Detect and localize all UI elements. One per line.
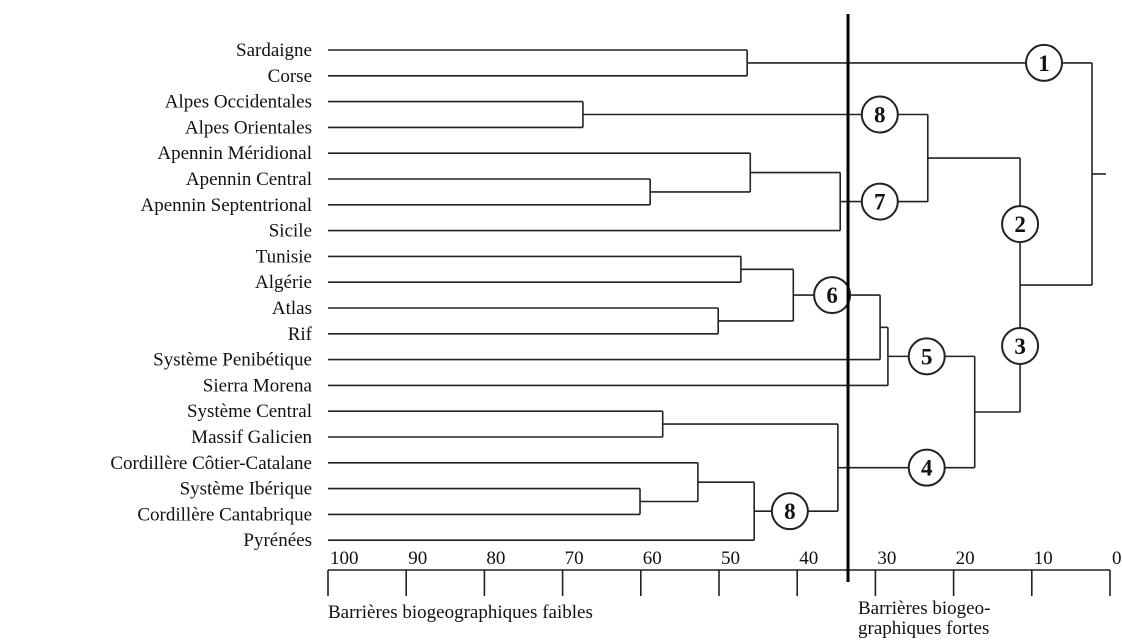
cluster-marker — [770, 492, 809, 531]
axis-label-right: graphiques fortes — [858, 618, 989, 639]
leaf-label: Sardaigne — [236, 40, 312, 61]
cluster-label: 1 — [1038, 51, 1050, 76]
axis-label-right: Barrières biogeo- — [858, 598, 990, 619]
cluster-marker — [860, 182, 899, 221]
leaf-label: Système Penibétique — [153, 350, 312, 371]
leaf-label: Cordillère Cantabrique — [137, 504, 312, 525]
leaf-label: Massif Galicien — [191, 427, 312, 448]
tick-label: 50 — [721, 548, 740, 569]
tick-label: 0 — [1112, 548, 1122, 569]
leaf-label: Tunisie — [256, 246, 312, 267]
leaf-label: Cordillère Côtier-Catalane — [110, 453, 312, 474]
leaf-label: Sierra Morena — [203, 375, 313, 396]
tick-label: 20 — [956, 548, 975, 569]
leaf-label: Pyrénées — [243, 530, 312, 551]
tick-label: 70 — [565, 548, 584, 569]
leaf-label: Système Central — [187, 401, 312, 422]
tick-label: 10 — [1034, 548, 1053, 569]
leaf-label: Apennin Septentrional — [141, 195, 313, 216]
leaf-label: Atlas — [272, 298, 312, 319]
leaf-label: Système Ibérique — [180, 479, 312, 500]
cluster-marker — [860, 95, 899, 134]
leaf-label: Corse — [268, 66, 312, 87]
leaf-label: Apennin Central — [186, 169, 312, 190]
leaf-label: Algérie — [255, 272, 312, 293]
cluster-marker — [1025, 43, 1064, 82]
leaf-label: Alpes Orientales — [185, 117, 312, 138]
cluster-label: 8 — [784, 499, 796, 524]
leaf-label: Rif — [288, 324, 313, 345]
cluster-label: 5 — [921, 344, 933, 369]
leaf-label: Alpes Occidentales — [165, 92, 312, 113]
cluster-marker — [813, 276, 852, 315]
axis-label-left: Barrières biogeographiques faibles — [328, 602, 593, 623]
leaf-label: Sicile — [269, 221, 312, 242]
cluster-label: 2 — [1014, 212, 1026, 237]
cluster-label: 4 — [921, 456, 933, 481]
leaf-label: Apennin Méridional — [157, 143, 312, 164]
tick-label: 30 — [877, 548, 896, 569]
tick-label: 80 — [486, 548, 505, 569]
cluster-marker — [1001, 326, 1040, 365]
tick-label: 40 — [799, 548, 818, 569]
tick-label: 60 — [643, 548, 662, 569]
cluster-marker — [907, 448, 946, 487]
cluster-marker — [1001, 205, 1040, 244]
cluster-label: 3 — [1014, 334, 1026, 359]
cluster-label: 7 — [874, 190, 886, 215]
cluster-label: 8 — [874, 103, 886, 128]
tick-label: 100 — [330, 548, 359, 569]
cluster-marker — [907, 337, 946, 376]
cluster-label: 6 — [826, 283, 838, 308]
tick-label: 90 — [408, 548, 427, 569]
